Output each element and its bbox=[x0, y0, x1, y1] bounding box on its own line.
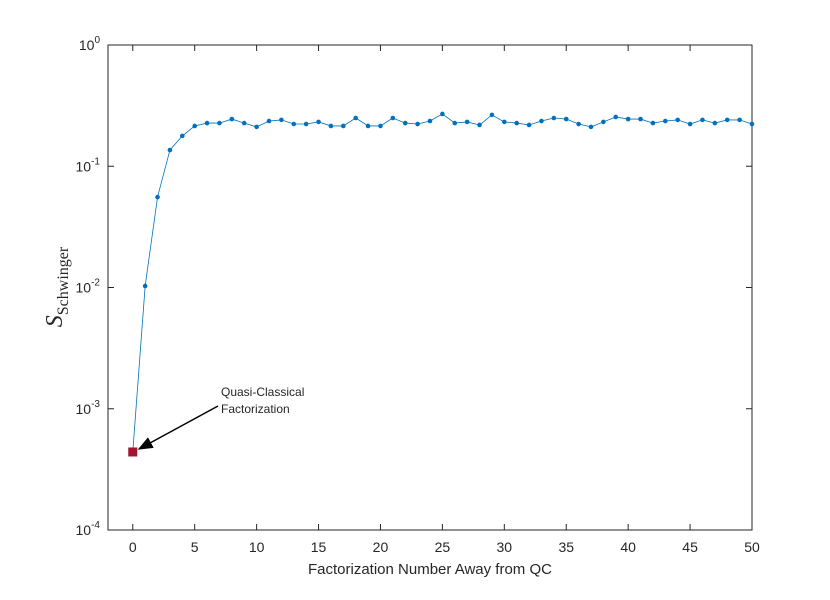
x-tick-label: 5 bbox=[191, 539, 199, 555]
point bbox=[464, 119, 470, 125]
x-tick-label: 10 bbox=[249, 539, 265, 555]
point bbox=[291, 121, 297, 127]
annotation-arrow bbox=[137, 405, 219, 450]
plot-area bbox=[107, 44, 753, 531]
point bbox=[724, 117, 730, 123]
point bbox=[625, 116, 631, 122]
point bbox=[539, 118, 544, 124]
annotation-line: Quasi-Classical bbox=[221, 385, 304, 399]
tick-exp: -1 bbox=[91, 156, 100, 167]
point bbox=[279, 117, 284, 123]
point bbox=[737, 117, 742, 123]
x-tick-label: 0 bbox=[129, 539, 137, 555]
x-tick-label: 50 bbox=[744, 539, 760, 555]
x-tick-label: 45 bbox=[682, 539, 698, 555]
x-tick-label: 40 bbox=[620, 539, 636, 555]
point bbox=[328, 123, 334, 129]
point bbox=[563, 116, 569, 122]
tick-exp: 0 bbox=[94, 35, 100, 46]
y-tick-label: 10-3 bbox=[76, 399, 101, 417]
tick-base: 10 bbox=[76, 280, 92, 296]
point bbox=[551, 115, 557, 121]
tick-base: 10 bbox=[76, 522, 92, 538]
point bbox=[638, 116, 643, 122]
point bbox=[167, 147, 173, 153]
y-tick-label: 10-2 bbox=[76, 278, 101, 296]
x-axis-label: Factorization Number Away from QC bbox=[308, 561, 552, 578]
x-tick-label: 20 bbox=[373, 539, 389, 555]
y-tick-label: 10-4 bbox=[76, 520, 101, 538]
point bbox=[353, 115, 358, 121]
point bbox=[601, 119, 606, 125]
point bbox=[712, 120, 718, 126]
tick-exp: -2 bbox=[91, 278, 100, 289]
point bbox=[180, 133, 185, 139]
tick-exp: -3 bbox=[91, 399, 100, 410]
point bbox=[229, 116, 235, 122]
point bbox=[477, 122, 482, 128]
point bbox=[316, 119, 321, 125]
point bbox=[378, 123, 383, 129]
point bbox=[155, 194, 160, 200]
point bbox=[502, 119, 507, 125]
point bbox=[241, 120, 247, 126]
tick-base: 10 bbox=[76, 401, 92, 417]
point bbox=[650, 120, 656, 126]
point bbox=[254, 124, 259, 130]
point bbox=[204, 120, 210, 126]
point bbox=[588, 124, 594, 130]
point bbox=[749, 121, 755, 127]
point bbox=[613, 114, 619, 120]
y-label-sub: Schwinger bbox=[55, 246, 72, 315]
point bbox=[390, 115, 396, 121]
point bbox=[489, 112, 495, 118]
point bbox=[687, 121, 693, 127]
point bbox=[217, 120, 222, 126]
point bbox=[452, 120, 458, 126]
point bbox=[675, 117, 680, 123]
highlight-marker bbox=[128, 447, 138, 457]
tick-base: 10 bbox=[76, 158, 92, 174]
point bbox=[415, 121, 420, 127]
point bbox=[192, 123, 197, 129]
x-tick-label: 30 bbox=[497, 539, 513, 555]
tick-exp: -4 bbox=[91, 520, 100, 531]
point bbox=[700, 117, 705, 123]
point bbox=[142, 283, 148, 289]
y-tick-label: 10-1 bbox=[76, 156, 101, 174]
x-tick-label: 25 bbox=[435, 539, 451, 555]
point bbox=[365, 123, 371, 129]
annotation-line: Factorization bbox=[221, 402, 290, 416]
point bbox=[402, 120, 408, 126]
point bbox=[427, 118, 433, 124]
point bbox=[663, 118, 668, 124]
point bbox=[576, 121, 581, 127]
y-label-main: S bbox=[42, 315, 68, 327]
x-tick-label: 35 bbox=[558, 539, 574, 555]
tick-base: 10 bbox=[79, 37, 95, 53]
x-tick-label: 15 bbox=[311, 539, 327, 555]
point bbox=[440, 111, 445, 117]
y-tick-label: 100 bbox=[79, 35, 101, 53]
y-axis-label: SSchwinger bbox=[42, 246, 72, 327]
point bbox=[303, 121, 309, 127]
point bbox=[526, 122, 532, 128]
point bbox=[514, 120, 519, 126]
point bbox=[341, 123, 346, 129]
point bbox=[266, 118, 272, 124]
